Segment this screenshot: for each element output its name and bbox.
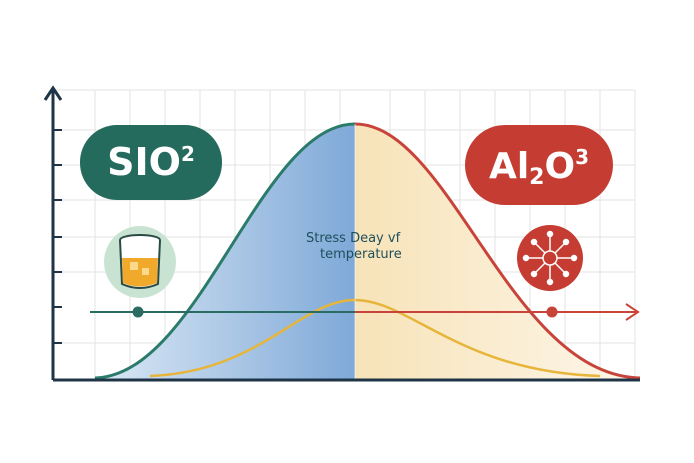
arrow-head [625, 303, 640, 321]
al2o3-label: Al2O3 [489, 145, 589, 190]
right-area [355, 124, 640, 380]
left-curve [94, 122, 356, 380]
y-ticks [53, 129, 62, 344]
label-sub: 2 [529, 165, 544, 190]
jar-icon [104, 226, 176, 298]
dot-left [132, 306, 144, 318]
molecule-icon [517, 225, 583, 291]
label-sup: 3 [575, 145, 589, 169]
al2o3-pill [465, 125, 613, 205]
y-arrow [43, 85, 63, 101]
label-sup: 2 [181, 142, 195, 166]
annotation-line: temperature [320, 247, 402, 262]
label-text: O [544, 146, 575, 187]
label-text: Al [489, 146, 529, 187]
annotation-line: Stress Deay vf [306, 231, 401, 246]
dot-right [546, 306, 558, 318]
right-curve [354, 122, 641, 380]
label-text: SIO [107, 140, 181, 184]
sio2-pill [80, 125, 222, 200]
left-area [95, 124, 355, 380]
sio2-label: SIO2 [107, 140, 195, 184]
